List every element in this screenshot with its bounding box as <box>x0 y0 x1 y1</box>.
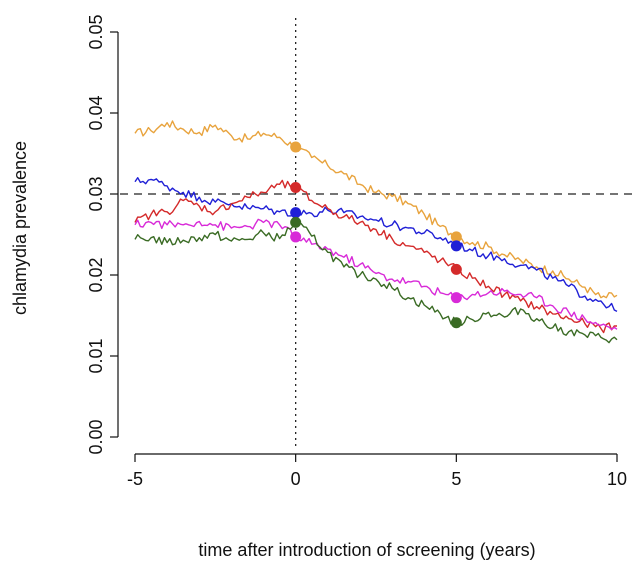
y-tick-label: 0.04 <box>86 95 106 130</box>
x-tick-label: 5 <box>451 469 461 489</box>
series-line <box>134 218 618 331</box>
data-point-marker <box>290 207 302 219</box>
y-axis: 0.00 0.01 0.02 0.03 0.04 0.05 <box>86 14 119 455</box>
x-axis: -5 0 5 10 <box>127 453 627 489</box>
series <box>134 216 618 344</box>
series-layer <box>134 120 618 344</box>
reference-lines <box>120 18 632 450</box>
x-tick-label: 10 <box>607 469 627 489</box>
data-point-marker <box>450 231 462 243</box>
y-tick-label: 0.02 <box>86 257 106 292</box>
x-tick-label: -5 <box>127 469 143 489</box>
x-axis-label: time after introduction of screening (ye… <box>198 540 535 560</box>
data-point-marker <box>290 216 302 228</box>
data-point-marker <box>450 317 462 329</box>
series-line <box>134 177 618 313</box>
series <box>134 179 618 334</box>
y-tick-label: 0.01 <box>86 338 106 373</box>
data-point-marker <box>450 240 462 252</box>
y-tick-label: 0.00 <box>86 419 106 454</box>
y-tick-label: 0.03 <box>86 176 106 211</box>
data-point-marker <box>450 292 462 304</box>
data-point-marker <box>290 141 302 153</box>
data-point-marker <box>290 182 302 194</box>
series <box>134 120 618 299</box>
x-tick-label: 0 <box>291 469 301 489</box>
data-point-marker <box>450 263 462 275</box>
y-axis-label: chlamydia prevalence <box>10 141 30 315</box>
series-line <box>134 179 618 334</box>
y-tick-label: 0.05 <box>86 14 106 49</box>
series <box>134 218 618 331</box>
series-line <box>134 221 618 344</box>
series <box>134 177 618 313</box>
series-line <box>134 120 618 299</box>
data-point-marker <box>290 231 302 243</box>
